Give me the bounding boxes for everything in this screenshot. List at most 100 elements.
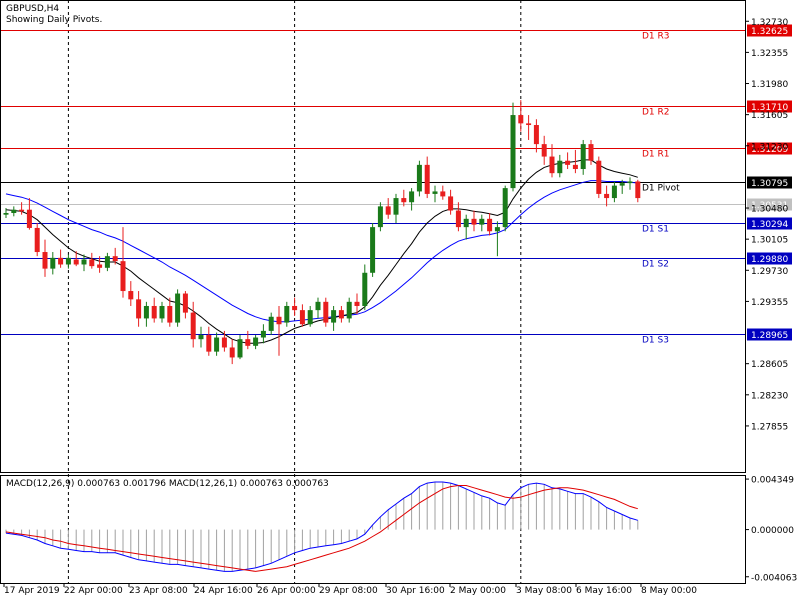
candle-body [440, 191, 446, 197]
candle-body [112, 256, 118, 262]
candle-body [627, 181, 633, 184]
candle-body [494, 227, 500, 232]
pivot-price-tag [747, 176, 792, 189]
macd-legend: MACD(12,26,9) 0.000763 0.001796 MACD(12,… [6, 479, 329, 489]
pivot-price-tag [747, 252, 792, 265]
session-separators [67, 0, 522, 583]
candle-body [354, 301, 360, 306]
candle-body [409, 191, 415, 203]
candle-body [221, 337, 227, 348]
candle-body [245, 339, 251, 346]
pivot-levels: D1 R3 D1 R2 D1 R1 D1 Pivot D1 S1 D1 S2 D1 S3 [0, 30, 745, 346]
macd-tick-label: 0.000000 [751, 526, 794, 536]
candle-body [237, 339, 243, 358]
candle-body [448, 196, 454, 211]
candle-body [175, 293, 181, 323]
pivot-price-tag-text: 1.30294 [751, 220, 788, 230]
price-tick-label: 1.28230 [751, 391, 788, 401]
candlesticks [3, 100, 641, 365]
pivot-price-tag [747, 142, 792, 155]
candle-body [229, 347, 235, 358]
time-tick-label: 26 Apr 00:00 [257, 586, 316, 596]
pivot-level-name: D1 R2 [642, 108, 670, 118]
pivot-price-tag-text: 1.28965 [751, 331, 788, 341]
pivot-price-tag [747, 328, 792, 341]
candle-body [518, 115, 524, 124]
candle-body [393, 198, 399, 215]
candle-body [151, 305, 157, 319]
pivot-level-name: D1 R1 [642, 150, 670, 160]
candle-body [580, 144, 586, 170]
ma-black-line [5, 159, 638, 344]
candle-body [432, 191, 438, 194]
macd-main-line [5, 481, 638, 572]
candle-body [50, 257, 56, 269]
price-axis: 1.32625 1.31710 1.31209 1.30795 1.30294 1.298… [0, 0, 797, 584]
candle-body [214, 337, 220, 352]
candle-body [619, 183, 625, 186]
candle-body [604, 193, 610, 199]
pivot-level-name: D1 R3 [642, 32, 670, 42]
candle-body [346, 301, 352, 319]
candle-body [541, 144, 547, 157]
moving-averages [5, 159, 638, 344]
candle-body [635, 181, 641, 199]
time-tick-label: 24 Apr 16:00 [194, 586, 253, 596]
current-price-text: 1.30531 [751, 201, 788, 211]
current-price-tag [747, 198, 792, 211]
pivot-price-tag [747, 24, 792, 37]
macd-tick-label: 0.004349 [751, 476, 794, 486]
pivot-price-tag-text: 1.31710 [751, 103, 788, 113]
price-tick-label: 1.32730 [751, 18, 788, 28]
price-tick-label: 1.32355 [751, 49, 788, 59]
candle-body [276, 316, 282, 325]
price-tick-label: 1.30105 [751, 236, 788, 246]
candle-body [479, 218, 485, 225]
candle-body [190, 312, 196, 340]
candle-body [370, 227, 376, 273]
candle-body [471, 218, 477, 225]
candle-body [588, 144, 594, 161]
candle-body [34, 227, 40, 253]
candle-body [533, 125, 539, 145]
candle-body [611, 185, 617, 199]
candle-body [206, 335, 212, 352]
candle-body [557, 160, 563, 174]
candle-body [401, 198, 407, 203]
time-tick-label: 30 Apr 16:00 [386, 586, 445, 596]
candle-body [73, 259, 79, 265]
candle-body [307, 310, 313, 325]
candle-body [284, 305, 290, 323]
pivot-price-tag [747, 100, 792, 113]
candle-body [385, 206, 391, 215]
pivot-level-name: D1 S1 [642, 225, 669, 235]
price-tick-label: 1.31980 [751, 80, 788, 90]
time-tick-label: 6 May 16:00 [576, 586, 632, 596]
time-tick-label: 17 Apr 2019 [4, 586, 60, 596]
candle-body [331, 310, 337, 323]
pivot-price-tag-text: 1.29880 [751, 255, 788, 265]
candle-body [299, 310, 305, 325]
price-tick-label: 1.28605 [751, 360, 788, 370]
pivot-level-name: D1 Pivot [642, 184, 680, 194]
candle-body [315, 301, 321, 311]
candle-body [526, 123, 532, 126]
candle-body [416, 164, 422, 192]
price-tick-label: 1.31230 [751, 142, 788, 152]
pivot-price-tag-text: 1.30795 [751, 179, 788, 189]
price-tick-label: 1.27855 [751, 422, 788, 432]
candle-body [596, 160, 602, 194]
candle-body [26, 209, 32, 228]
time-axis: 17 Apr 2019 22 Apr 00:00 23 Apr 08:00 24 Ap… [3, 583, 697, 596]
time-tick-label: 23 Apr 08:00 [129, 586, 188, 596]
pivot-price-tag [747, 217, 792, 230]
candle-body [338, 310, 344, 319]
candle-body [65, 257, 71, 265]
candle-body [104, 256, 110, 268]
pivot-level-name: D1 S2 [642, 260, 669, 270]
symbol-title: GBPUSD,H4 [6, 4, 60, 14]
candle-body [143, 305, 149, 319]
candle-body [463, 218, 469, 228]
price-tick-label: 1.29730 [751, 267, 788, 277]
